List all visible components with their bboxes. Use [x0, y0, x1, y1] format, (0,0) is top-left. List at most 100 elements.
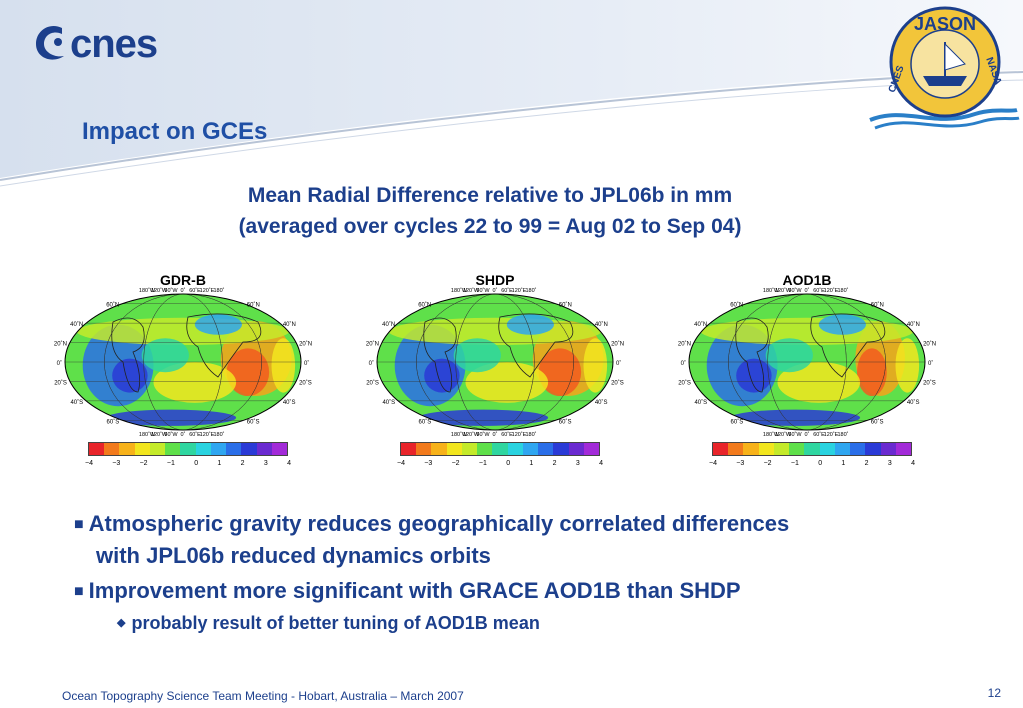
- lon-label: 120˚E: [824, 431, 839, 438]
- lon-label: 120˚W: [463, 431, 480, 438]
- colorbar-cell: [865, 443, 881, 455]
- lat-label: 0˚: [57, 360, 62, 367]
- colorbar-tick-label: 1: [529, 460, 534, 467]
- subtitle-line-1: Mean Radial Difference relative to JPL06…: [247, 184, 733, 207]
- colorbar-cell: [492, 443, 508, 455]
- bullet-item: ■ Atmospheric gravity reduces geographica…: [74, 508, 974, 540]
- lat-label: 20˚S: [923, 379, 936, 386]
- colorbar-tick-label: −3: [112, 460, 121, 467]
- colorbar-cell: [416, 443, 432, 455]
- colorbar-cell: [149, 443, 166, 455]
- colorbar-tick-label: −2: [139, 460, 148, 467]
- colorbar-tick-label: 1: [217, 460, 222, 467]
- colorbar-cell: [477, 443, 493, 455]
- bullet-item: ■ Improvement more significant with GRACE…: [74, 575, 974, 607]
- colorbar-cell: [850, 443, 866, 455]
- lat-label: 20˚N: [923, 341, 936, 348]
- colorbar-tick-label: −4: [709, 460, 717, 467]
- colorbar-cell: [195, 443, 211, 455]
- subtitle-line-2: (averaged over cycles 22 to 99 = Aug 02 …: [238, 215, 742, 238]
- diamond-bullet-icon: ◆: [117, 617, 126, 629]
- colorbar-tick-label: −3: [424, 460, 433, 467]
- colorbar-tick-label: 2: [864, 460, 869, 467]
- bullet-continuation: with JPL06b reduced dynamics orbits: [96, 543, 491, 568]
- colorbar-tick-label: −4: [85, 460, 93, 467]
- lat-label: 60˚N: [418, 302, 431, 309]
- lon-label: 180˚W: [763, 431, 780, 438]
- lon-label: 0˚: [493, 287, 498, 294]
- colorbar-tick-label: −1: [478, 460, 487, 467]
- lon-label: 60˚E: [501, 287, 513, 294]
- lat-label: 20˚N: [54, 341, 67, 348]
- colorbar-cell: [271, 443, 288, 455]
- lon-label: 60˚E: [189, 287, 201, 294]
- lon-label: 180˚: [837, 431, 848, 438]
- lon-label: 180˚: [837, 287, 848, 294]
- colorbar: −4 −3 −2 −1 0 1 2 3 4: [85, 442, 291, 467]
- colorbar-cell: [180, 443, 196, 455]
- lon-label: 60˚E: [189, 431, 201, 438]
- colorbar-cell: [507, 443, 523, 455]
- map-panel-aod1b: AOD1B 60˚N 60˚N 40˚N 40˚N 20˚N 20˚N 0˚ 0˚ 20˚S 20…: [652, 270, 962, 470]
- bullet-text: Improvement more significant with GRACE …: [88, 578, 741, 603]
- lat-label: 60˚S: [107, 418, 120, 425]
- colorbar-cell: [538, 443, 554, 455]
- lat-label: 40˚S: [382, 399, 395, 406]
- colorbar-ticks: −4 −3 −2 −1 0 1 2 3 4: [397, 460, 603, 467]
- colorbar-cell: [431, 443, 447, 455]
- lat-label: 20˚S: [299, 379, 312, 386]
- lon-label: 120˚E: [200, 287, 215, 294]
- page-number: 12: [987, 686, 1001, 700]
- lat-label: 60˚N: [247, 302, 260, 309]
- colorbar-cells: [400, 442, 600, 456]
- colorbar-tick-label: 0: [194, 460, 199, 467]
- colorbar-cell: [583, 443, 600, 455]
- lon-label: 120˚E: [200, 431, 215, 438]
- colorbar-cells: [88, 442, 288, 456]
- lat-label: 40˚N: [595, 321, 608, 328]
- jason-logo: JASON CNES NASA: [869, 6, 1020, 130]
- map-label: AOD1B: [782, 272, 832, 288]
- colorbar-cell: [522, 443, 539, 455]
- colorbar-cell: [119, 443, 135, 455]
- lat-label: 60˚S: [559, 418, 572, 425]
- lon-label: 0˚: [181, 431, 186, 438]
- colorbar-tick-label: 3: [263, 460, 268, 467]
- colorbar: −4 −3 −2 −1 0 1 2 3 4: [397, 442, 603, 467]
- colorbar-ticks: −4 −3 −2 −1 0 1 2 3 4: [709, 460, 915, 467]
- lon-label: 60˚W: [476, 287, 490, 294]
- lat-label: 40˚N: [907, 321, 920, 328]
- lon-label: 60˚E: [813, 287, 825, 294]
- lat-label: 40˚S: [70, 399, 83, 406]
- colorbar-cell: [241, 443, 257, 455]
- lat-label: 40˚S: [595, 399, 608, 406]
- colorbar-cell: [210, 443, 227, 455]
- lat-label: 20˚N: [299, 341, 312, 348]
- lon-label: 120˚W: [775, 287, 792, 294]
- lat-label: 60˚N: [871, 302, 884, 309]
- lon-label: 180˚: [525, 287, 536, 294]
- colorbar-cell: [461, 443, 478, 455]
- lat-label: 60˚N: [559, 302, 572, 309]
- colorbar-ticks: −4 −3 −2 −1 0 1 2 3 4: [85, 460, 291, 467]
- lon-label: 180˚: [213, 287, 224, 294]
- bullet-text: Atmospheric gravity reduces geographical…: [88, 511, 790, 536]
- colorbar-tick-label: 0: [506, 460, 511, 467]
- lat-label: 60˚S: [247, 418, 260, 425]
- lat-label: 20˚S: [366, 379, 379, 386]
- lon-label: 60˚W: [788, 287, 802, 294]
- lon-label: 120˚W: [151, 431, 168, 438]
- colorbar-tick-label: 3: [575, 460, 580, 467]
- bullet-list: ■ Atmospheric gravity reduces geographica…: [74, 508, 974, 634]
- colorbar-tick-label: 3: [887, 460, 892, 467]
- colorbar-cell: [226, 443, 242, 455]
- colorbar-tick-label: −2: [763, 460, 772, 467]
- lon-label: 60˚W: [164, 431, 178, 438]
- colorbar-cell: [895, 443, 912, 455]
- world-map: 60˚N 60˚N 40˚N 40˚N 20˚N 20˚N 0˚ 0˚ 20˚S 20˚S 40˚S…: [54, 287, 312, 438]
- square-bullet-icon: ■: [74, 583, 84, 600]
- cnes-logo: cnes: [32, 20, 192, 70]
- map-panel-shdp: SHDP 60˚N 60˚N 40˚N 40˚N 20˚N 20˚N 0˚ 0˚ 20˚S 20˚…: [340, 270, 650, 470]
- colorbar-tick-label: 4: [599, 460, 603, 467]
- footer-text: Ocean Topography Science Team Meeting - …: [62, 689, 464, 703]
